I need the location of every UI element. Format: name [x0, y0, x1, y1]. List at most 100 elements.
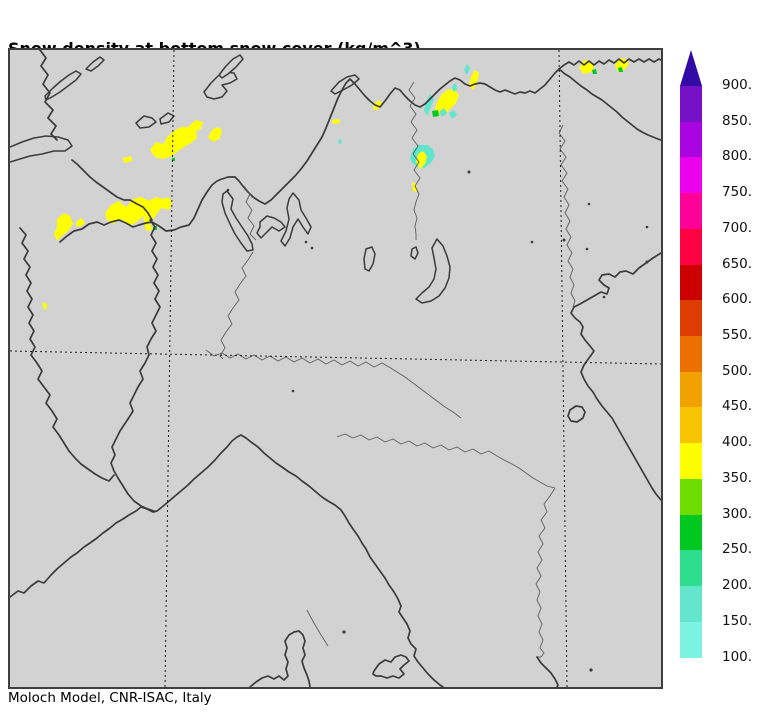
- marker-dot: [304, 240, 308, 244]
- colorbar-arrow-shape: [680, 50, 702, 86]
- lake-biel: [85, 56, 105, 72]
- colorbar-tick-label: 300.: [722, 505, 753, 522]
- colorbar-segment: [680, 407, 702, 444]
- lake-maggiore: [221, 190, 254, 252]
- border-france-italy-south: [110, 219, 161, 512]
- snow-patch: [54, 213, 73, 241]
- lake-idro: [410, 246, 419, 260]
- colorbar-segment: [680, 336, 702, 372]
- snow-patch: [416, 151, 427, 169]
- meridian-gridline-east: [558, 50, 568, 687]
- lake-brienz: [159, 112, 175, 125]
- coastline-argentario: [536, 656, 559, 687]
- marker-dot: [310, 246, 314, 250]
- colorbar-tick-label: 900.: [722, 77, 753, 93]
- lake-thun: [135, 115, 157, 129]
- coastline-adriatic-venice-lagoon: [570, 252, 661, 501]
- colorbar-tick-label: 250.: [722, 541, 753, 558]
- colorbar-tick-label: 350.: [722, 469, 753, 486]
- lakes: [10, 54, 451, 304]
- colorbar-tick-label: 550.: [722, 327, 753, 344]
- colorbar-segment: [680, 443, 702, 479]
- snow-patch: [432, 110, 439, 117]
- city-markers: [226, 170, 649, 672]
- colorbar-overflow-arrow: [680, 50, 702, 86]
- colorbar-tick-label: 150.: [722, 612, 753, 629]
- colorbar: 900. 850. 800. 750. 700. 650. 600. 550. 500. 450.…: [678, 48, 760, 678]
- marker-dot: [530, 240, 534, 244]
- snow-patch: [592, 69, 597, 74]
- colorbar-segment: [680, 621, 702, 658]
- snow-patch: [43, 302, 47, 310]
- meridian-gridline-west: [164, 50, 175, 687]
- parallel-gridline: [10, 350, 661, 365]
- colorbar-tick-label: 450.: [722, 398, 753, 415]
- footer-credit: Moloch Model, CNR-ISAC, Italy: [8, 690, 212, 706]
- map-frame: [8, 48, 663, 689]
- lake-lucerne: [203, 71, 238, 100]
- colorbar-segment: [680, 586, 702, 622]
- snow-patches-yellow: [43, 58, 629, 310]
- map-svg: [10, 50, 661, 687]
- colorbar-segment: [680, 121, 702, 158]
- colorbar-labels: 900. 850. 800. 750. 700. 650. 600. 550. 500. 450.…: [678, 48, 760, 678]
- lake-geneva: [10, 135, 73, 163]
- border-geneva-to-alps: [71, 159, 153, 221]
- marker-dot: [467, 170, 471, 174]
- snow-patch: [208, 127, 222, 142]
- marker-dot: [587, 202, 591, 206]
- border-emilia-tuscany: [336, 433, 556, 489]
- coastline-ligurian-tyrrhenian: [10, 434, 445, 687]
- colorbar-tick-label: 100.: [722, 648, 753, 665]
- snow-patch: [188, 120, 203, 132]
- snow-patch: [435, 89, 459, 116]
- snow-patch: [105, 197, 172, 231]
- border-italy-slovenia: [558, 68, 661, 141]
- snow-patch: [424, 94, 434, 116]
- colorbar-tick-label: 800.: [722, 148, 753, 165]
- snow-patch: [332, 119, 340, 124]
- marker-dot: [602, 295, 606, 299]
- snow-patch: [439, 108, 447, 117]
- marker-dot: [562, 238, 566, 242]
- colorbar-segment: [680, 371, 702, 408]
- colorbar-tick-label: 850.: [722, 112, 753, 129]
- snow-patch: [469, 70, 479, 90]
- colorbar-tick-label: 650.: [722, 255, 753, 272]
- colorbar-tick-label: 200.: [722, 577, 753, 594]
- colorbar-segments: [680, 86, 702, 658]
- colorbar-tick-label: 500.: [722, 362, 753, 379]
- snow-patch: [338, 139, 342, 144]
- snow-patch: [618, 67, 623, 72]
- lake-como: [280, 192, 312, 247]
- colorbar-segment: [680, 193, 702, 229]
- border-pennine-alps-chain: [59, 68, 560, 243]
- colorbar-tick-label: 400.: [722, 434, 753, 451]
- island-corsica: [249, 630, 311, 687]
- marker-dot: [589, 668, 593, 672]
- marker-dot: [585, 247, 589, 251]
- border-tuscany-south: [535, 487, 556, 658]
- colorbar-tick-label: 700.: [722, 219, 753, 236]
- border-lombardia-trentino: [408, 81, 421, 240]
- marker-dot: [342, 630, 346, 634]
- lake-zurich: [218, 54, 244, 79]
- snow-patch: [123, 156, 132, 163]
- snow-patch: [76, 218, 85, 227]
- lake-neuchatel: [44, 70, 82, 101]
- marker-dot: [291, 389, 295, 393]
- snow-patches-yellow-core: [416, 151, 427, 169]
- marker-dot: [645, 225, 649, 229]
- lake-lugano: [256, 215, 286, 239]
- gridlines: [10, 50, 661, 687]
- border-veneto-friuli: [558, 124, 576, 308]
- colorbar-tick-label: 600.: [722, 291, 753, 308]
- lake-iseo: [363, 246, 376, 272]
- colorbar-segment: [680, 550, 702, 587]
- border-piemonte-lombardia: [219, 251, 254, 360]
- national-borders: [19, 50, 661, 512]
- border-liguria-emilia-apennine: [205, 349, 462, 419]
- colorbar-segment: [680, 300, 702, 337]
- colorbar-segment: [680, 264, 702, 301]
- snow-patch: [464, 64, 470, 75]
